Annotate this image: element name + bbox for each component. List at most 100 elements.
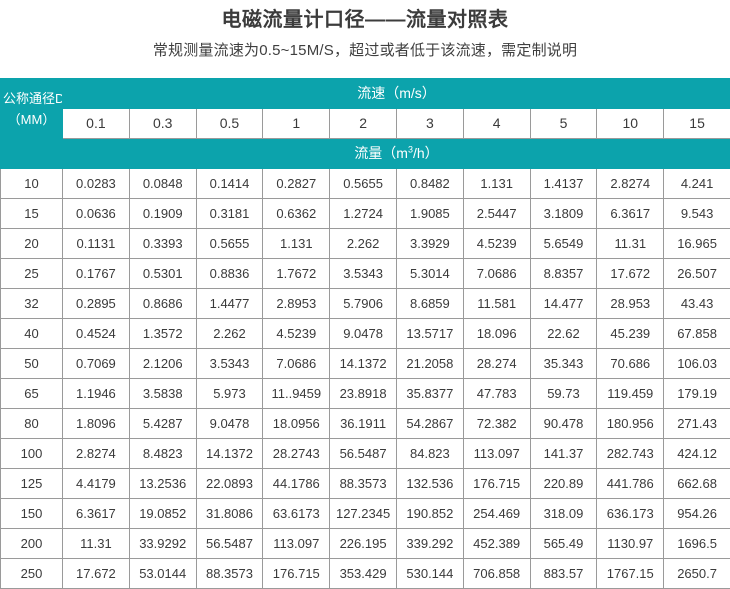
flow-value-cell: 282.743 [597,439,664,469]
flow-value-cell: 45.239 [597,319,664,349]
flow-value-cell: 3.5343 [330,259,397,289]
dn-value-cell: 32 [1,289,63,319]
flow-value-cell: 113.097 [263,529,330,559]
header-row-flow-band: 流量（m3/h） [1,139,730,169]
flow-value-cell: 1.9085 [396,199,463,229]
flow-value-cell: 176.715 [263,559,330,589]
flow-value-cell: 180.956 [597,409,664,439]
header-row-velocity-band: 公称通径DN （MM） 流速（m/s） [1,79,730,109]
flow-value-cell: 1130.97 [597,529,664,559]
flow-value-cell: 706.858 [463,559,530,589]
flow-value-cell: 11..9459 [263,379,330,409]
title-block: 电磁流量计口径——流量对照表 常规测量流速为0.5~15M/S，超过或者低于该流… [0,0,730,64]
velocity-col-header-4: 2 [330,109,397,139]
flow-value-cell: 113.097 [463,439,530,469]
flow-value-cell: 190.852 [396,499,463,529]
flow-value-cell: 3.5838 [129,379,196,409]
flow-value-cell: 1.131 [463,169,530,199]
flow-value-cell: 4.5239 [263,319,330,349]
flow-value-cell: 0.1131 [63,229,130,259]
flow-value-cell: 3.1809 [530,199,597,229]
flow-value-cell: 8.8357 [530,259,597,289]
flow-value-cell: 5.4287 [129,409,196,439]
flow-value-cell: 2.1206 [129,349,196,379]
velocity-col-header-6: 4 [463,109,530,139]
flow-value-cell: 18.096 [463,319,530,349]
flow-value-cell: 23.8918 [330,379,397,409]
flow-value-cell: 1.3572 [129,319,196,349]
flow-value-cell: 141.37 [530,439,597,469]
dn-value-cell: 40 [1,319,63,349]
dn-header-line2: （MM） [3,109,60,130]
flow-band-header: 流量（m3/h） [63,139,730,169]
flow-value-cell: 1696.5 [664,529,730,559]
flow-value-cell: 271.43 [664,409,730,439]
flow-value-cell: 2.262 [196,319,263,349]
flow-value-cell: 47.783 [463,379,530,409]
flow-value-cell: 17.672 [597,259,664,289]
flow-value-cell: 0.0283 [63,169,130,199]
flow-value-cell: 2650.7 [664,559,730,589]
flow-value-cell: 226.195 [330,529,397,559]
flow-value-cell: 0.2895 [63,289,130,319]
flow-value-cell: 954.26 [664,499,730,529]
flow-value-cell: 26.507 [664,259,730,289]
flow-value-cell: 22.62 [530,319,597,349]
flow-value-cell: 11.31 [63,529,130,559]
flow-value-cell: 530.144 [396,559,463,589]
flow-value-cell: 0.2827 [263,169,330,199]
flow-value-cell: 33.9292 [129,529,196,559]
flow-value-cell: 1.4477 [196,289,263,319]
flow-value-cell: 56.5487 [330,439,397,469]
flow-value-cell: 127.2345 [330,499,397,529]
flow-value-cell: 90.478 [530,409,597,439]
dn-value-cell: 15 [1,199,63,229]
flow-value-cell: 0.1909 [129,199,196,229]
flow-value-cell: 318.09 [530,499,597,529]
flow-value-cell: 2.8274 [597,169,664,199]
flow-value-cell: 19.0852 [129,499,196,529]
flow-value-cell: 9.0478 [330,319,397,349]
flow-value-cell: 22.0893 [196,469,263,499]
dn-value-cell: 250 [1,559,63,589]
flow-value-cell: 70.686 [597,349,664,379]
flow-value-cell: 28.953 [597,289,664,319]
flow-value-cell: 5.973 [196,379,263,409]
flow-value-cell: 119.459 [597,379,664,409]
flow-value-cell: 88.3573 [330,469,397,499]
flow-value-cell: 0.0848 [129,169,196,199]
flow-value-cell: 11.31 [597,229,664,259]
flow-value-cell: 662.68 [664,469,730,499]
table-head: 公称通径DN （MM） 流速（m/s） 0.1 0.3 0.5 1 2 3 4 … [1,79,730,169]
flow-value-cell: 3.3929 [396,229,463,259]
flow-value-cell: 220.89 [530,469,597,499]
flow-value-cell: 4.241 [664,169,730,199]
flow-value-cell: 16.965 [664,229,730,259]
flow-value-cell: 13.5717 [396,319,463,349]
flow-value-cell: 84.823 [396,439,463,469]
flow-value-cell: 636.173 [597,499,664,529]
flow-value-cell: 7.0686 [463,259,530,289]
flow-band-spacer [1,139,63,169]
flow-value-cell: 883.57 [530,559,597,589]
flow-value-cell: 28.274 [463,349,530,379]
flow-value-cell: 0.8836 [196,259,263,289]
flow-value-cell: 36.1911 [330,409,397,439]
flow-value-cell: 56.5487 [196,529,263,559]
flow-band-suffix: /h） [413,145,439,161]
flow-value-cell: 63.6173 [263,499,330,529]
velocity-col-header-5: 3 [396,109,463,139]
page-title: 电磁流量计口径——流量对照表 [0,6,730,34]
flow-value-cell: 0.5655 [330,169,397,199]
dn-value-cell: 10 [1,169,63,199]
flow-value-cell: 3.5343 [196,349,263,379]
flow-value-cell: 67.858 [664,319,730,349]
